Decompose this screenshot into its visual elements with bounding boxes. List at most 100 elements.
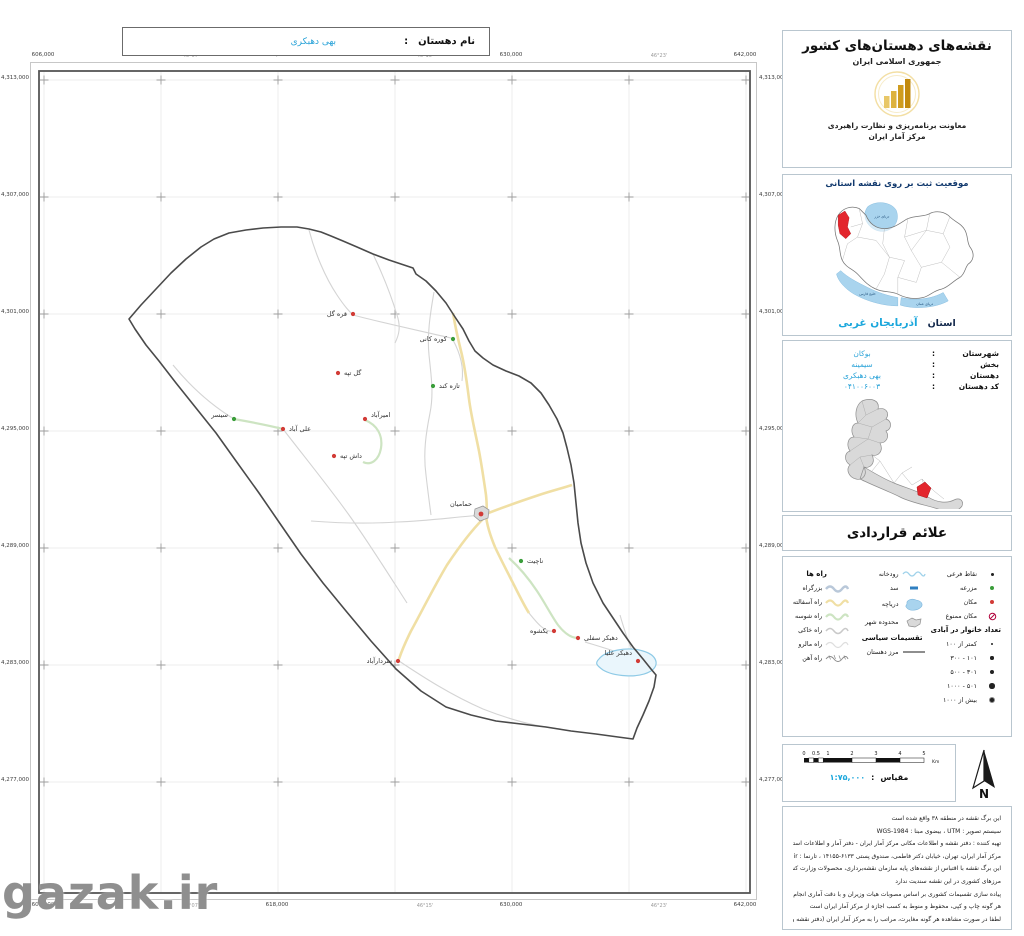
note-line: این برگ نقشه در منطقه ۳۸ واقع شده است (891, 815, 1001, 822)
grid-label-top: 630,000 (499, 52, 523, 58)
dirt-road-icon (824, 626, 850, 635)
note-line: سیستم تصویر : UTM ، بیضوی مبنا : WGS-198… (876, 827, 1001, 835)
roads-title: راه ها (806, 570, 827, 578)
note-line: تهیه کننده : دفتر نقشه و اطلاعات مکانی م… (793, 840, 1001, 848)
grid-minor-bottom: 46°15' (416, 903, 434, 909)
province-label: استان (927, 318, 956, 329)
note-line: مرزهای کشوری در این نقشه سندیت ندارد (895, 877, 1001, 885)
farm-icon (979, 586, 1005, 590)
grid-label-left: 4,307,000 (1, 192, 29, 198)
map-panel: کوره کانی قره گل گل تپه تازه کند سیسر عل… (30, 62, 757, 900)
grid-label-right: 4,295,000 (759, 426, 787, 432)
colon: : (932, 371, 935, 380)
legend-label: راه مالرو (798, 640, 823, 648)
sheet-title: نقشه‌های دهستان‌های کشور (802, 38, 992, 54)
oman-sea-label: دریای عمان (916, 302, 933, 306)
households-501-1000-icon (979, 683, 1005, 689)
caspian-sea-label: دریای خزر (873, 215, 889, 219)
scale-tick: 0 (802, 751, 805, 757)
village-label: کوره کانی (420, 335, 448, 343)
mule-track-icon (824, 640, 850, 649)
province-value: آذربایجان غربی (838, 317, 918, 329)
legend-label: ۳۰۱ - ۵۰۰ (950, 668, 977, 676)
legend-label: راه آهن (802, 654, 823, 662)
legend-label: سد (889, 584, 899, 592)
oman-sea-shape (900, 292, 949, 308)
grid-label-right: 4,313,000 (759, 75, 787, 81)
org-line-2: مرکز آمار ایران (868, 132, 926, 141)
header-box: نقشه‌های دهستان‌های کشور جمهوری اسلامی ا… (782, 30, 1012, 168)
village-label: امیرآباد (371, 410, 391, 419)
dehestan-border-icon (901, 649, 927, 655)
note-line: این برگ نقشه با اقتباس از نقشه‌های پایه … (793, 865, 1001, 873)
forbidden-place-icon (979, 612, 1005, 621)
org-line-1: معاونت برنامه‌ریزی و نظارت راهبردی (827, 121, 967, 130)
freeway-icon (824, 584, 850, 593)
note-line: لطفا در صورت مشاهده هر گونه مغایرت، مرات… (793, 915, 1001, 923)
legend-label: راه آسفالته (792, 598, 823, 606)
legend-roads-column: راه ها بزرگراه راه آسفالته راه شوسه راه … (787, 567, 850, 732)
households-101-300-icon (979, 656, 1005, 660)
grid-label-right: 4,301,000 (759, 309, 787, 315)
legend-title: علائم قراردادی (846, 525, 948, 541)
scale-colon: : (871, 773, 875, 782)
scale-tick: 3 (874, 751, 877, 757)
grid-label-left: 4,289,000 (1, 543, 29, 549)
legend-label: مزرعه (959, 584, 977, 592)
colon: : (932, 349, 935, 358)
grid-minor-top: 46°07' (182, 53, 200, 59)
scale-caption: مقیاس : ۱:۷۵,۰۰۰ (783, 773, 955, 782)
province-name-row: استان آذربایجان غربی (783, 317, 1011, 329)
scale-box: 0 0.5 1 2 3 4 5 (782, 744, 956, 802)
notes-box: این برگ نقشه در منطقه ۳۸ واقع شده است سی… (782, 806, 1012, 930)
village-label: علی آباد (289, 424, 311, 433)
grid-label-bottom: 606,000 (31, 902, 55, 908)
north-arrow-icon: N (971, 749, 995, 800)
grid-label-left: 4,283,000 (1, 660, 29, 666)
grid-label-right: 4,307,000 (759, 192, 787, 198)
scale-tick: 5 (922, 751, 925, 757)
grid-label-right: 4,277,000 (759, 777, 787, 783)
scale-bar: 0 0.5 1 2 3 4 5 (802, 751, 939, 765)
village-label: تازه کند (439, 382, 460, 390)
grid-minor-top: 46°23' (650, 53, 668, 59)
village-label: یکشوه (530, 627, 548, 635)
scale-tick: 4 (898, 751, 901, 757)
map-svg: کوره کانی قره گل گل تپه تازه کند سیسر عل… (38, 70, 751, 894)
province-borders (842, 208, 961, 295)
village-label: حمامیان (450, 500, 472, 508)
scale-tick: 0.5 (812, 751, 820, 757)
statistical-center-logo-icon (874, 71, 920, 117)
village-label: ناچیت (527, 557, 543, 565)
dehestan-name-colon: : (404, 36, 409, 47)
legend-box: نقاط فرعی مزرعه مکان مکان ممنوع تعداد خا… (782, 556, 1012, 737)
legend-label: محدوده شهر (864, 618, 899, 626)
dehestan-value: بهی دهبکری (843, 371, 881, 380)
province-districts-map (845, 399, 963, 509)
dehestan-label: دهستان (970, 371, 999, 380)
legend-points-column: نقاط فرعی مزرعه مکان مکان ممنوع تعداد خا… (927, 567, 1005, 732)
map-grid (40, 72, 749, 892)
scale-label: مقیاس (880, 773, 909, 782)
dehestan-boundary (128, 226, 657, 740)
legend-label: مکان (963, 598, 977, 606)
iran-outline (834, 206, 974, 299)
grid-label-bottom: 642,000 (733, 902, 757, 908)
legend-label: دریاچه (881, 600, 899, 608)
scale-unit: Km (932, 759, 939, 765)
west-azerbaijan-shape (845, 399, 963, 509)
legend-label: راه شوسه (794, 612, 823, 620)
legend-title-box: علائم قراردادی (782, 515, 1012, 551)
grid-minor-bottom: 46°23' (650, 903, 668, 909)
grid-label-bottom: 618,000 (265, 902, 289, 908)
city-limit-icon (901, 615, 927, 630)
highlighted-province (837, 210, 852, 240)
watermark: gazak.ir (2, 866, 219, 920)
asphalt-roads (397, 312, 573, 660)
district-value: سیمینه (851, 360, 873, 369)
grid-label-top: 606,000 (31, 52, 55, 58)
grid-minor-top: 46°15' (416, 53, 434, 59)
scale-tick: 2 (850, 751, 853, 757)
county-value: بوکان (853, 349, 871, 358)
village-label: سردارآباد (367, 656, 392, 665)
